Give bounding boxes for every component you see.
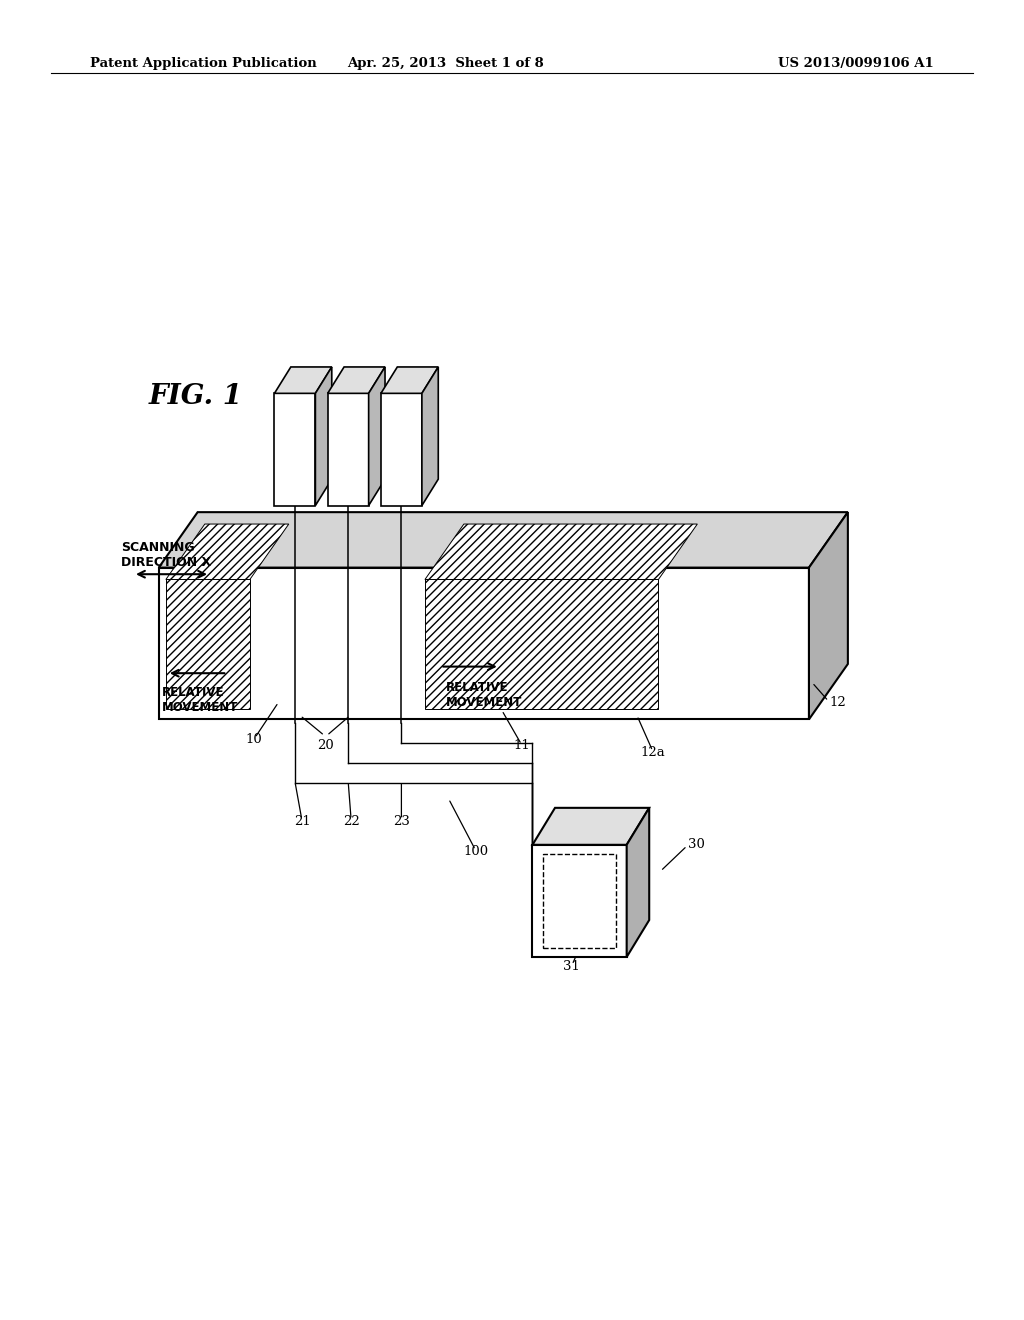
Text: 21: 21 bbox=[294, 814, 310, 828]
Text: US 2013/0099106 A1: US 2013/0099106 A1 bbox=[778, 57, 934, 70]
Text: 22: 22 bbox=[343, 814, 359, 828]
Polygon shape bbox=[425, 579, 658, 709]
Text: RELATIVE
MOVEMENT: RELATIVE MOVEMENT bbox=[445, 681, 522, 709]
Polygon shape bbox=[369, 367, 385, 506]
Polygon shape bbox=[274, 393, 315, 506]
Text: 31: 31 bbox=[563, 960, 580, 973]
Polygon shape bbox=[159, 568, 809, 719]
Polygon shape bbox=[166, 579, 250, 709]
Text: 100: 100 bbox=[464, 845, 488, 858]
Polygon shape bbox=[166, 524, 289, 579]
Polygon shape bbox=[627, 808, 649, 957]
Polygon shape bbox=[274, 367, 332, 393]
Text: 20: 20 bbox=[317, 739, 334, 752]
Polygon shape bbox=[381, 367, 438, 393]
Text: 11: 11 bbox=[514, 739, 530, 752]
Text: 12: 12 bbox=[829, 696, 846, 709]
Polygon shape bbox=[328, 393, 369, 506]
Text: Apr. 25, 2013  Sheet 1 of 8: Apr. 25, 2013 Sheet 1 of 8 bbox=[347, 57, 544, 70]
Text: 30: 30 bbox=[688, 838, 705, 851]
Text: SCANNING
DIRECTION X: SCANNING DIRECTION X bbox=[121, 541, 211, 569]
Text: FIG. 1: FIG. 1 bbox=[148, 383, 243, 409]
Polygon shape bbox=[328, 367, 385, 393]
Text: 23: 23 bbox=[393, 814, 410, 828]
Polygon shape bbox=[532, 808, 649, 845]
Polygon shape bbox=[425, 524, 697, 579]
Polygon shape bbox=[809, 512, 848, 719]
Polygon shape bbox=[381, 393, 422, 506]
Polygon shape bbox=[159, 512, 848, 568]
Text: Patent Application Publication: Patent Application Publication bbox=[90, 57, 316, 70]
Polygon shape bbox=[315, 367, 332, 506]
Polygon shape bbox=[422, 367, 438, 506]
Text: 12a: 12a bbox=[641, 746, 666, 759]
Text: RELATIVE
MOVEMENT: RELATIVE MOVEMENT bbox=[162, 686, 239, 714]
Text: 10: 10 bbox=[246, 733, 262, 746]
Polygon shape bbox=[532, 845, 627, 957]
